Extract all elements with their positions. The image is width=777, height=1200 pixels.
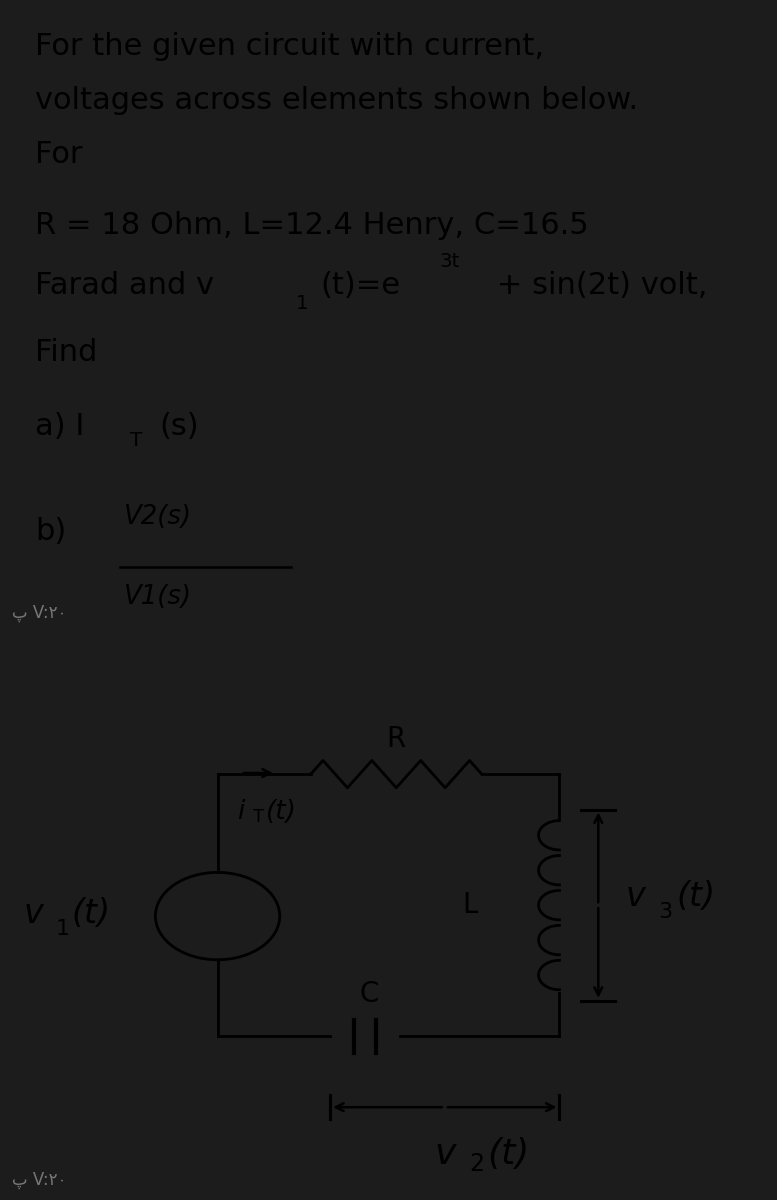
Text: v: v	[23, 896, 43, 930]
Text: voltages across elements shown below.: voltages across elements shown below.	[35, 86, 638, 115]
Text: 1: 1	[56, 919, 70, 938]
Text: b): b)	[35, 517, 66, 546]
Text: For: For	[35, 140, 82, 169]
Text: (t)=e: (t)=e	[320, 271, 401, 300]
Text: (t): (t)	[71, 896, 110, 930]
Text: (t): (t)	[488, 1138, 530, 1171]
Text: R = 18 Ohm, L=12.4 Henry, C=16.5: R = 18 Ohm, L=12.4 Henry, C=16.5	[35, 211, 589, 240]
Text: i: i	[237, 799, 244, 824]
Text: a) I: a) I	[35, 412, 85, 440]
Text: L: L	[462, 892, 478, 919]
Text: (s): (s)	[159, 412, 199, 440]
Text: (t): (t)	[266, 799, 297, 824]
Text: (t): (t)	[676, 881, 715, 913]
Text: 2: 2	[469, 1152, 485, 1176]
Text: Farad and v: Farad and v	[35, 271, 214, 300]
Text: پ V:۲۰: پ V:۲۰	[12, 1171, 66, 1189]
Text: C: C	[360, 980, 378, 1008]
Text: T: T	[253, 808, 264, 826]
Text: v: v	[625, 881, 645, 913]
Text: R: R	[387, 725, 406, 754]
Text: For the given circuit with current,: For the given circuit with current,	[35, 32, 544, 61]
Text: V2(s): V2(s)	[124, 504, 193, 530]
Text: T: T	[130, 431, 142, 450]
Text: + sin(2t) volt,: + sin(2t) volt,	[487, 271, 708, 300]
Text: v: v	[434, 1138, 455, 1171]
Text: 1: 1	[295, 294, 308, 313]
Text: V1(s): V1(s)	[124, 584, 193, 610]
Text: 3t: 3t	[439, 252, 459, 271]
Text: پ V:۲۰: پ V:۲۰	[12, 605, 66, 623]
Text: Find: Find	[35, 338, 97, 367]
Text: 3: 3	[658, 902, 672, 923]
